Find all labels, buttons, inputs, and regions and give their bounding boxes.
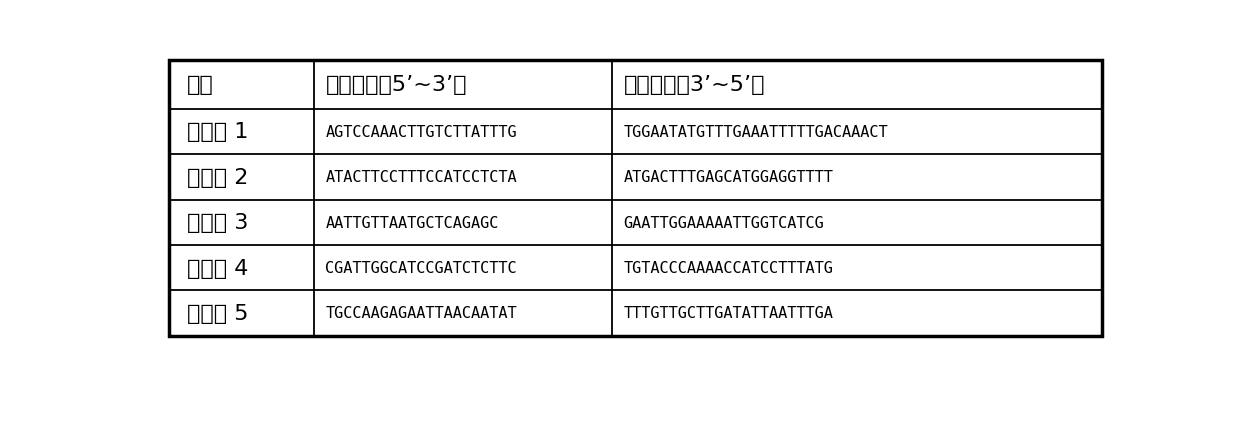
Text: 反向引物（3’~5’）: 反向引物（3’~5’） xyxy=(624,75,765,95)
Text: 引物对 4: 引物对 4 xyxy=(187,258,248,278)
Text: ATACTTCCTTTCCATCCTCTA: ATACTTCCTTTCCATCCTCTA xyxy=(325,170,517,185)
Text: 正向引物（5’~3’）: 正向引物（5’~3’） xyxy=(325,75,467,95)
Text: 引物对 5: 引物对 5 xyxy=(187,303,248,323)
Text: TTTGTTGCTTGATATTAATTTGA: TTTGTTGCTTGATATTAATTTGA xyxy=(624,306,833,321)
Text: AATTGTTAATGCTCAGAGC: AATTGTTAATGCTCAGAGC xyxy=(325,215,498,230)
Text: 引物对 3: 引物对 3 xyxy=(187,213,248,233)
Text: ATGACTTTGAGCATGGAGGTTTT: ATGACTTTGAGCATGGAGGTTTT xyxy=(624,170,833,185)
Bar xyxy=(170,61,1101,336)
Text: CGATTGGCATCCGATCTCTTC: CGATTGGCATCCGATCTCTTC xyxy=(325,260,517,276)
Text: TGGAATATGTTTGAAATTTTTGACAAACT: TGGAATATGTTTGAAATTTTTGACAAACT xyxy=(624,125,888,140)
Text: TGCCAAGAGAATTAACAATAT: TGCCAAGAGAATTAACAATAT xyxy=(325,306,517,321)
Text: 引物对 2: 引物对 2 xyxy=(187,167,248,187)
Text: AGTCCAAACTTGTCTTATTTG: AGTCCAAACTTGTCTTATTTG xyxy=(325,125,517,140)
Text: TGTACCCAAAACCATCCTTTATG: TGTACCCAAAACCATCCTTTATG xyxy=(624,260,833,276)
Text: 引物对 1: 引物对 1 xyxy=(187,122,248,142)
Bar xyxy=(170,61,1101,336)
Text: 引物: 引物 xyxy=(187,75,213,95)
Text: GAATTGGAAAAATTGGTCATCG: GAATTGGAAAAATTGGTCATCG xyxy=(624,215,825,230)
